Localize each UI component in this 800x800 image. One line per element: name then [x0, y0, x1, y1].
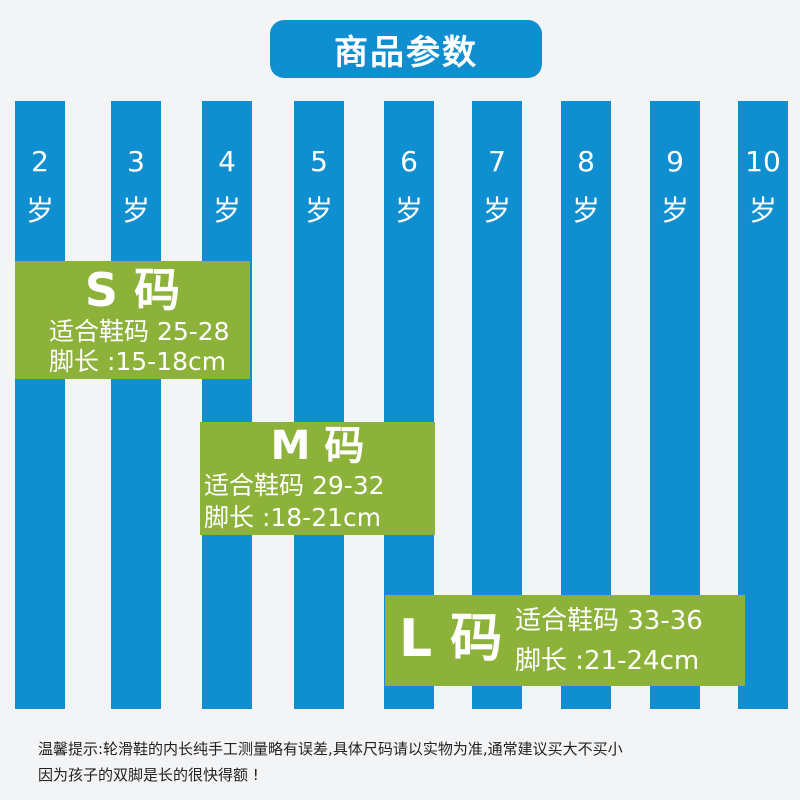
age-number: 8 — [577, 145, 595, 178]
shoe-size-s: 适合鞋码 25-28 — [49, 317, 230, 346]
age-unit: 岁 — [571, 194, 600, 227]
size-label-m: M 码 — [270, 423, 365, 469]
age-number: 10 — [745, 145, 781, 178]
age-column-3: 3 岁 — [111, 101, 161, 709]
shoe-size-m: 适合鞋码 29-32 — [204, 471, 385, 500]
age-number: 2 — [31, 145, 49, 178]
age-number: 6 — [400, 145, 418, 178]
page-title: 商品参数 — [270, 20, 542, 78]
age-unit: 岁 — [212, 194, 241, 227]
footer-note-line1: 温馨提示:轮滑鞋的内长纯手工测量略有误差,具体尺码请以实物为准,通常建议买大不买… — [38, 740, 623, 758]
age-unit: 岁 — [304, 194, 333, 227]
foot-length-m: 脚长 :18-21cm — [204, 503, 382, 532]
age-column-2: 2 岁 — [15, 101, 65, 709]
age-number: 4 — [218, 145, 236, 178]
age-column-5: 5 岁 — [294, 101, 344, 709]
age-number: 3 — [127, 145, 145, 178]
age-column-4: 4 岁 — [202, 101, 252, 709]
size-panel-m: M 码 适合鞋码 29-32 脚长 :18-21cm — [200, 422, 435, 535]
age-number: 5 — [310, 145, 328, 178]
age-unit: 岁 — [660, 194, 689, 227]
age-number: 9 — [666, 145, 684, 178]
shoe-size-l: 适合鞋码 33-36 — [515, 606, 703, 636]
age-number: 7 — [488, 145, 506, 178]
age-unit: 岁 — [121, 194, 150, 227]
size-label-s: S 码 — [84, 263, 181, 317]
age-unit: 岁 — [394, 194, 423, 227]
age-column-10: 10 岁 — [738, 101, 788, 709]
size-panel-l: L 码 适合鞋码 33-36 脚长 :21-24cm — [385, 595, 745, 686]
footer-note-line2: 因为孩子的双脚是长的很快得额 ! — [38, 766, 259, 784]
foot-length-l: 脚长 :21-24cm — [515, 646, 700, 676]
size-label-l: L 码 — [399, 609, 503, 669]
foot-length-s: 脚长 :15-18cm — [49, 347, 227, 376]
age-unit: 岁 — [482, 194, 511, 227]
size-panel-s: S 码 适合鞋码 25-28 脚长 :15-18cm — [15, 261, 250, 379]
age-unit: 岁 — [748, 194, 777, 227]
age-unit: 岁 — [25, 194, 54, 227]
